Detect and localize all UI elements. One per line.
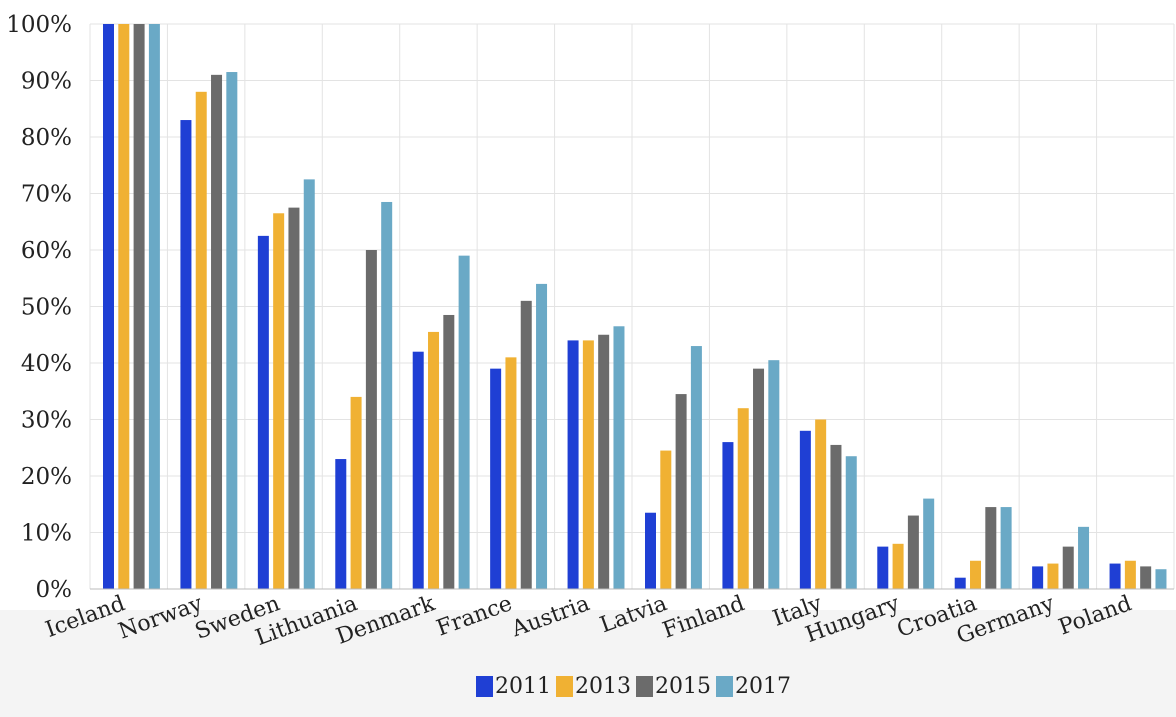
legend-swatch-2017: [716, 676, 733, 697]
bar-poland-2017: [1155, 569, 1167, 589]
y-tick-label: 80%: [21, 125, 72, 151]
bar-finland-2013: [737, 408, 749, 589]
y-tick-label: 50%: [21, 295, 72, 321]
bar-latvia-2015: [675, 394, 687, 589]
bar-iceland-2015: [133, 24, 145, 589]
bar-germany-2013: [1047, 563, 1059, 589]
bar-austria-2011: [567, 340, 579, 589]
bar-finland-2015: [753, 368, 765, 589]
bar-italy-2015: [830, 444, 842, 589]
legend-swatch-2011: [476, 676, 493, 697]
bar-norway-2011: [180, 120, 192, 590]
bar-denmark-2013: [428, 331, 440, 589]
bar-france-2013: [505, 357, 517, 589]
bar-denmark-2017: [458, 255, 470, 589]
legend-label-2017: 2017: [735, 674, 791, 699]
bar-lithuania-2015: [365, 250, 377, 589]
legend-swatch-2015: [636, 676, 653, 697]
bar-finland-2017: [768, 360, 780, 589]
y-tick-label: 0%: [36, 577, 73, 603]
y-tick-label: 20%: [21, 464, 72, 490]
bar-lithuania-2017: [381, 201, 393, 589]
bar-france-2017: [536, 283, 548, 589]
y-tick-label: 30%: [21, 408, 72, 434]
bar-france-2015: [520, 300, 532, 589]
grid-lines: [89, 23, 1175, 590]
y-tick-label: 60%: [21, 238, 72, 264]
bar-croatia-2017: [1000, 507, 1012, 589]
y-axis-ticks: 0% 10% 20% 30% 40% 50% 60% 70% 80% 90% 100%: [6, 12, 72, 603]
y-tick-label: 90%: [21, 69, 72, 95]
bar-norway-2015: [211, 74, 223, 590]
bar-iceland-2011: [103, 24, 114, 589]
legend: 2011 2013 2015 2017: [476, 674, 791, 699]
y-tick-label: 40%: [21, 351, 72, 377]
bar-croatia-2015: [985, 507, 997, 589]
bar-hungary-2017: [923, 498, 935, 589]
legend-band: [0, 610, 1176, 717]
legend-label-2013: 2013: [575, 674, 631, 699]
bar-germany-2017: [1078, 526, 1090, 589]
bar-austria-2013: [582, 340, 594, 589]
bar-hungary-2015: [907, 515, 919, 589]
bar-iceland-2017: [148, 24, 160, 589]
bar-croatia-2013: [970, 560, 982, 589]
bars: [103, 24, 1167, 590]
bar-lithuania-2013: [350, 396, 362, 589]
bar-hungary-2011: [877, 546, 889, 589]
bar-norway-2013: [195, 91, 207, 590]
bar-lithuania-2011: [335, 459, 347, 589]
bar-finland-2011: [722, 442, 734, 589]
bar-italy-2013: [815, 419, 827, 589]
bar-latvia-2011: [645, 512, 656, 589]
y-tick-label: 70%: [21, 182, 72, 208]
bar-sweden-2011: [257, 235, 269, 589]
legend-swatch-2013: [556, 676, 573, 697]
bar-poland-2013: [1124, 560, 1136, 589]
bar-germany-2011: [1032, 566, 1044, 589]
bar-italy-2017: [845, 456, 857, 589]
bar-poland-2015: [1140, 566, 1152, 589]
bar-norway-2017: [226, 72, 238, 589]
bar-austria-2015: [598, 334, 610, 589]
bar-sweden-2013: [273, 213, 285, 589]
legend-label-2015: 2015: [655, 674, 711, 699]
bar-sweden-2015: [288, 207, 300, 589]
bar-france-2011: [490, 368, 502, 589]
bar-austria-2017: [613, 326, 625, 589]
bar-denmark-2011: [412, 351, 424, 589]
legend-label-2011: 2011: [495, 674, 551, 699]
bar-poland-2011: [1109, 563, 1121, 589]
bar-hungary-2013: [892, 543, 904, 589]
bar-latvia-2017: [690, 346, 702, 589]
bar-italy-2011: [799, 430, 811, 589]
bar-sweden-2017: [303, 179, 315, 589]
bar-latvia-2013: [660, 450, 672, 589]
y-tick-label: 10%: [21, 521, 72, 547]
bar-denmark-2015: [443, 314, 455, 589]
bar-iceland-2013: [118, 24, 130, 589]
bar-croatia-2011: [954, 577, 966, 589]
bar-germany-2015: [1062, 546, 1074, 589]
y-tick-label: 100%: [6, 12, 72, 38]
